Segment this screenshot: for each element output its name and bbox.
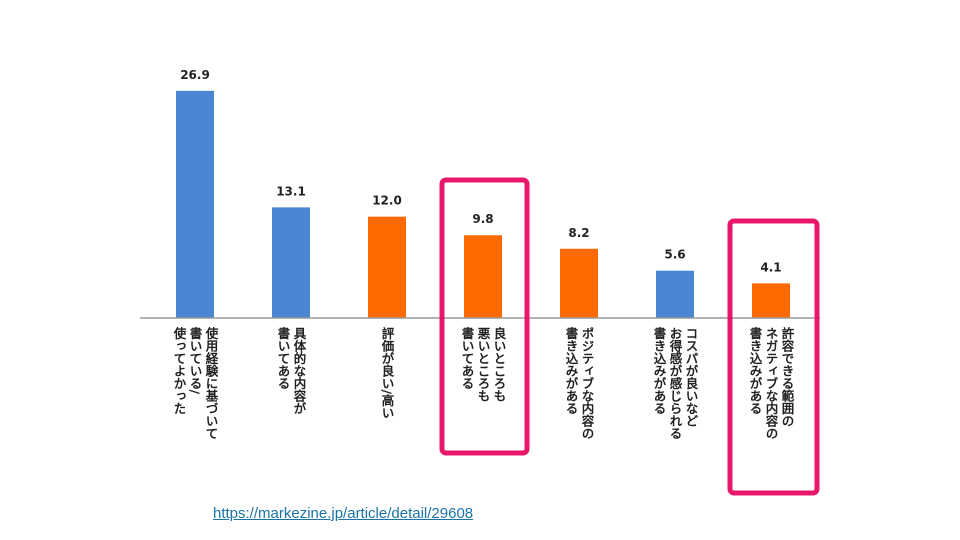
value-label-5: 8.2 [568, 226, 589, 240]
category-label-4-line-2: 悪いところも [476, 326, 491, 402]
value-label-6: 5.6 [664, 248, 685, 262]
bar-6 [656, 270, 694, 318]
category-label-2-line-1: 具体的な内容が [292, 327, 307, 415]
bar-7 [752, 283, 790, 318]
category-label-4-line-1: 良いところも [492, 326, 507, 402]
value-label-4: 9.8 [472, 212, 493, 226]
bars-group [176, 90, 790, 318]
value-labels-group: 26.9 13.1 12.0 9.8 8.2 5.6 4.1 [180, 68, 781, 275]
value-label-3: 12.0 [372, 194, 402, 208]
highlight-boxes-group [439, 177, 820, 496]
category-label-7-line-1: 許容できる範囲の [780, 326, 795, 427]
value-label-1: 26.9 [180, 68, 210, 82]
category-label-1-line-1: 使用経験に基づいて [204, 326, 219, 440]
category-label-6-line-1: コスパが良いなど [684, 327, 699, 427]
bar-3 [368, 216, 406, 318]
category-label-4-line-3: 書いてある [460, 326, 475, 390]
category-label-7-line-2: ネガティブな内容の [764, 327, 779, 440]
bar-4 [464, 235, 502, 318]
category-label-1-line-3: 使ってよかった [172, 326, 187, 415]
category-label-3-line-1: 評価が良い/高い [380, 326, 395, 419]
category-label-6-line-3: 書き込みがある [652, 326, 667, 415]
category-label-7-line-3: 書き込みがある [748, 326, 763, 415]
highlight-box-2 [727, 218, 820, 496]
bar-2 [272, 207, 310, 318]
category-label-6-line-2: お得感が感じられる [668, 327, 683, 440]
category-label-5-line-2: 書き込みがある [564, 326, 579, 415]
value-label-2: 13.1 [276, 184, 306, 198]
bar-1 [176, 90, 214, 318]
category-label-5-line-1: ポジティブな内容の [580, 326, 595, 440]
category-label-1-line-2: 書いている/ [188, 326, 203, 395]
source-link[interactable]: https://markezine.jp/article/detail/2960… [213, 505, 474, 522]
highlight-box-1 [439, 177, 530, 456]
category-label-2-line-2: 書いてある [276, 326, 291, 390]
value-label-7: 4.1 [760, 260, 781, 274]
bar-5 [560, 248, 598, 318]
